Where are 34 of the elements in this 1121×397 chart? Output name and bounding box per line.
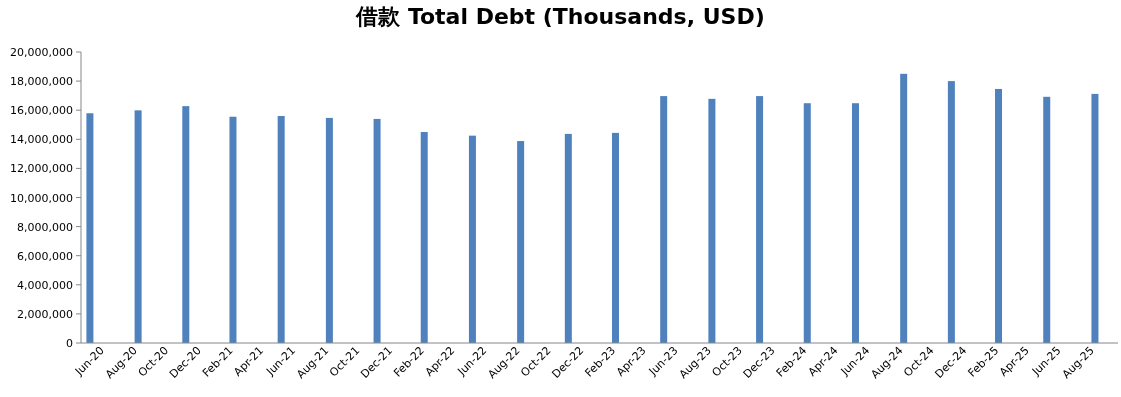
bar [1043, 96, 1051, 343]
bar [229, 116, 237, 343]
bar [660, 96, 668, 343]
y-tick-label: 10,000,000 [10, 191, 73, 205]
bar [86, 113, 94, 343]
bar [517, 141, 525, 343]
bar [611, 132, 619, 343]
y-tick-label: 14,000,000 [10, 133, 73, 147]
bar [564, 133, 572, 343]
y-tick-label: 20,000,000 [10, 46, 73, 59]
bar [851, 103, 859, 343]
bar [900, 73, 908, 343]
chart-title: 借款 Total Debt (Thousands, USD) [355, 4, 765, 29]
bar [373, 118, 381, 343]
y-tick-label: 4,000,000 [17, 278, 73, 292]
bar [182, 106, 190, 343]
bar [277, 116, 285, 343]
y-tick-label: 0 [66, 337, 73, 350]
bar [1091, 93, 1099, 343]
bar [756, 96, 764, 343]
y-tick-label: 8,000,000 [17, 220, 73, 234]
bar [803, 103, 811, 343]
y-tick-label: 2,000,000 [17, 307, 73, 321]
bar [708, 98, 716, 343]
bar [325, 117, 333, 343]
y-tick-label: 12,000,000 [10, 162, 73, 176]
y-tick-label: 16,000,000 [10, 104, 73, 118]
bar [420, 132, 428, 343]
bar [468, 135, 476, 343]
y-tick-label: 6,000,000 [17, 249, 73, 263]
bar [134, 110, 142, 343]
bar [947, 81, 955, 343]
y-tick-label: 18,000,000 [10, 75, 73, 89]
bar [995, 88, 1003, 343]
